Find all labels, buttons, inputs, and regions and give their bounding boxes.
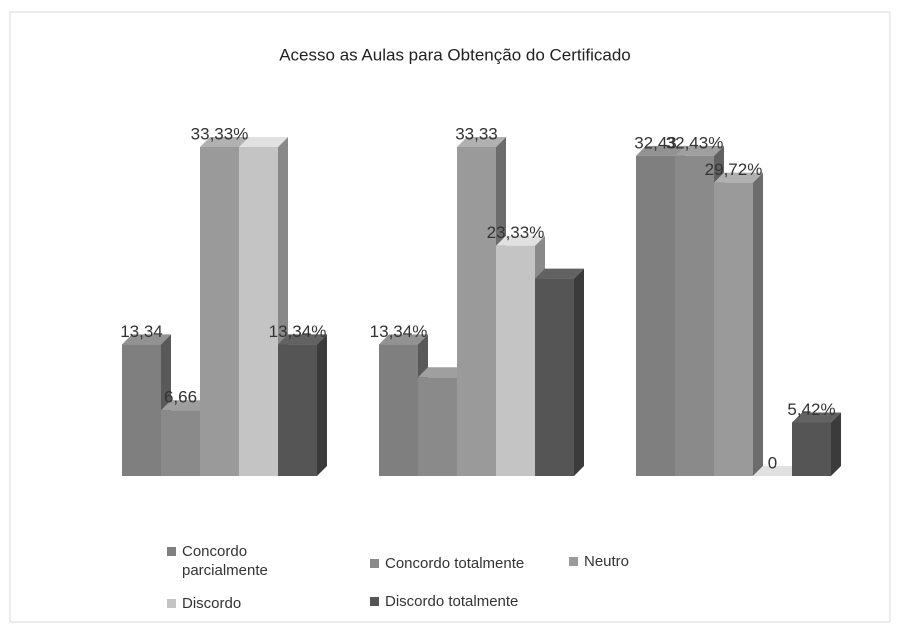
bar	[418, 377, 457, 476]
bar-top	[278, 334, 327, 345]
legend-label: Discordo	[182, 595, 242, 612]
value-label: 13,34%	[370, 322, 428, 341]
bar-side	[317, 334, 327, 476]
legend-item: Concordo parcialmente	[167, 542, 317, 580]
bar-top	[457, 137, 506, 147]
value-label: 0	[768, 453, 777, 472]
bar-top	[200, 137, 249, 147]
legend-label: Discordo totalmente	[385, 593, 519, 610]
chart-border	[9, 11, 891, 623]
value-label: 32,43	[634, 133, 677, 152]
value-label: 33,33	[455, 124, 498, 143]
bar	[496, 245, 535, 476]
bar-top	[753, 466, 802, 476]
bar	[278, 344, 317, 476]
value-label: 23,33%	[487, 223, 545, 242]
value-label: 33,33%	[191, 124, 249, 143]
bar-top	[379, 334, 428, 345]
legend-item: Neutro	[569, 552, 629, 571]
value-label: 13,34%	[269, 322, 327, 341]
legend-swatch	[569, 557, 578, 566]
bar	[379, 344, 418, 476]
bar-top	[714, 172, 763, 183]
legend-label: Neutro	[584, 553, 630, 570]
bar	[239, 147, 278, 476]
value-label: 29,72%	[705, 160, 763, 179]
legend-item: Discordo	[167, 594, 241, 613]
bar	[122, 344, 161, 476]
bar-side	[831, 412, 841, 476]
bar-top	[636, 145, 685, 156]
value-label: 5,42%	[787, 400, 835, 419]
bar-side	[753, 172, 763, 476]
bar-top	[792, 412, 841, 423]
bar-top	[496, 235, 545, 246]
bar-top	[161, 400, 210, 411]
chart-title: Acesso as Aulas para Obtenção do Certifi…	[279, 45, 631, 64]
legend-swatch	[167, 599, 176, 608]
bar	[457, 147, 496, 476]
legend-label: Concordo parcialmente	[182, 543, 268, 579]
legend-swatch	[370, 597, 379, 606]
legend-label: Concordo totalmente	[385, 555, 525, 572]
bar-top	[535, 268, 584, 279]
value-label: 32,43%	[666, 133, 724, 152]
bar	[200, 147, 239, 476]
bar-side	[574, 268, 584, 476]
bar	[636, 155, 675, 476]
bar-top	[675, 145, 724, 156]
legend-swatch	[370, 559, 379, 568]
legend-item: Concordo totalmente	[370, 554, 524, 573]
bar	[535, 278, 574, 476]
legend-item: Discordo totalmente	[370, 592, 518, 611]
legend-swatch	[167, 547, 176, 556]
bar-top	[239, 137, 288, 147]
bar	[792, 422, 831, 476]
bar-top	[418, 367, 467, 378]
value-label: 13,34	[120, 322, 163, 341]
value-label: 6,66	[164, 388, 197, 407]
bar	[161, 410, 200, 476]
bar	[675, 155, 714, 476]
bar	[714, 182, 753, 476]
bar-top	[122, 334, 171, 345]
